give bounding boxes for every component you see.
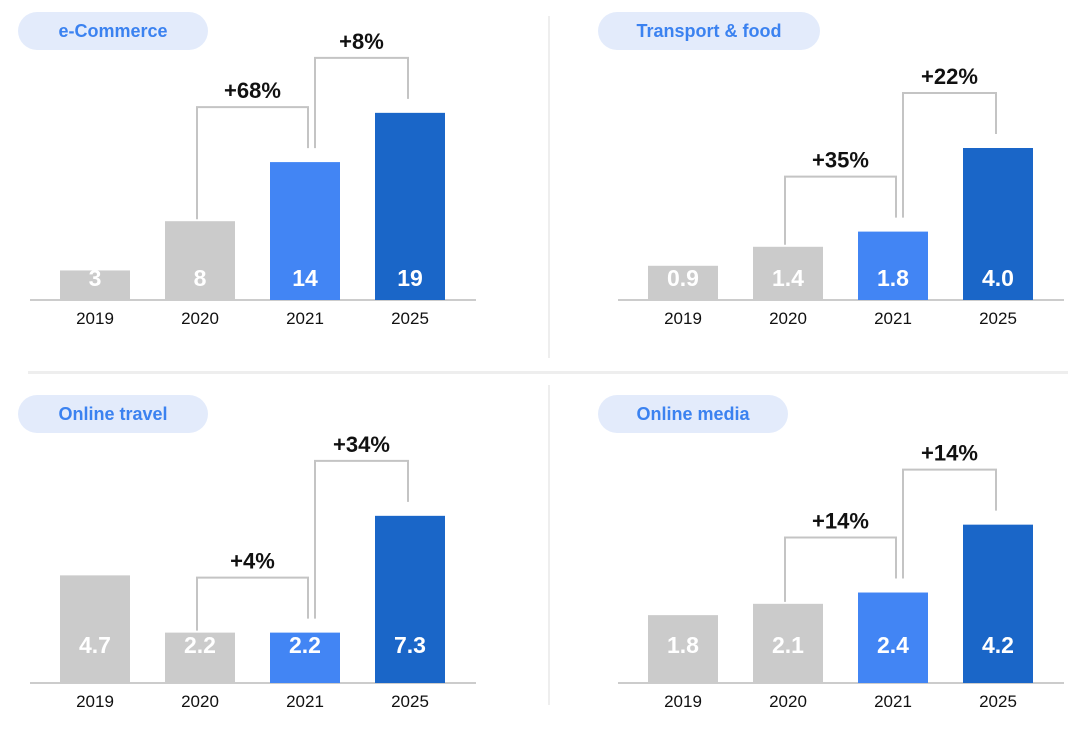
chart-title-pill: Online media	[598, 395, 788, 433]
bar-2019	[60, 270, 130, 300]
bar-value-label: 1.4	[772, 265, 804, 291]
bar-value-label: 19	[397, 265, 423, 291]
chart-title-pill: Online travel	[18, 395, 208, 433]
x-tick-label: 2019	[76, 692, 114, 711]
growth-bracket	[196, 576, 309, 631]
growth-bracket	[902, 92, 997, 218]
bar-chart: 4.7 2019 2.2 2020 2.2 2021 7.3 2025 +4% +34%	[30, 432, 476, 711]
x-tick-label: 2025	[391, 692, 429, 711]
bar-2025	[375, 112, 445, 300]
bar-2021	[270, 162, 340, 300]
bar-value-label: 0.9	[667, 265, 699, 291]
growth-bracket	[314, 56, 409, 149]
chart-title-pill: e-Commerce	[18, 12, 208, 50]
growth-label: +14%	[812, 509, 869, 534]
growth-label: +14%	[921, 441, 978, 466]
x-tick-label: 2021	[286, 692, 324, 711]
bar-value-label: 1.8	[667, 632, 699, 658]
bar-value-label: 3	[89, 265, 102, 291]
bar-2021	[270, 632, 340, 683]
bar-value-label: 8	[194, 265, 207, 291]
growth-label: +22%	[921, 64, 978, 89]
bar-value-label: 2.4	[877, 632, 909, 658]
chart-grid: e-Commerce 3 2019 8 2020 14 2021 19 2025 +68% +8% T…	[18, 12, 1068, 711]
bar-value-label: 14	[292, 265, 318, 291]
bar-chart: 3 2019 8 2020 14 2021 19 2025 +68% +8%	[30, 29, 476, 328]
x-tick-label: 2021	[286, 309, 324, 328]
bar-2019	[648, 615, 718, 683]
bar-2020	[753, 603, 823, 683]
x-tick-label: 2021	[874, 692, 912, 711]
growth-label: +68%	[224, 78, 281, 103]
bar-2020	[165, 632, 235, 683]
x-tick-label: 2025	[979, 692, 1017, 711]
bar-2021	[858, 592, 928, 683]
vertical-divider-top	[548, 16, 550, 358]
bar-value-label: 4.7	[79, 632, 111, 658]
bar-value-label: 7.3	[394, 632, 426, 658]
x-tick-label: 2020	[181, 692, 219, 711]
bar-2025	[375, 515, 445, 683]
bar-value-label: 4.0	[982, 265, 1014, 291]
growth-label: +34%	[333, 432, 390, 457]
x-tick-label: 2021	[874, 309, 912, 328]
bar-2020	[753, 246, 823, 300]
bar-2020	[165, 221, 235, 300]
chart-title-pill: Transport & food	[598, 12, 820, 50]
bar-2025	[963, 148, 1033, 300]
bar-value-label: 2.1	[772, 632, 804, 658]
x-tick-label: 2020	[769, 692, 807, 711]
bar-chart: 1.8 2019 2.1 2020 2.4 2021 4.2 2025 +14% +14%	[618, 441, 1064, 711]
horizontal-divider	[28, 371, 1068, 374]
vertical-divider-bottom	[548, 385, 550, 705]
x-tick-label: 2025	[391, 309, 429, 328]
growth-bracket	[196, 106, 309, 220]
x-tick-label: 2019	[76, 309, 114, 328]
growth-label: +8%	[339, 29, 384, 54]
bar-2019	[60, 575, 130, 683]
growth-bracket	[902, 468, 997, 579]
growth-bracket	[784, 175, 897, 245]
x-tick-label: 2020	[769, 309, 807, 328]
growth-bracket	[784, 536, 897, 602]
bar-chart: 0.9 2019 1.4 2020 1.8 2021 4.0 2025 +35% +22%	[618, 64, 1064, 328]
bar-value-label: 2.2	[184, 632, 216, 658]
x-tick-label: 2020	[181, 309, 219, 328]
x-tick-label: 2019	[664, 309, 702, 328]
bar-value-label: 2.2	[289, 632, 321, 658]
bar-2025	[963, 524, 1033, 683]
bar-value-label: 4.2	[982, 632, 1014, 658]
growth-label: +35%	[812, 148, 869, 173]
growth-label: +4%	[230, 549, 275, 574]
bar-2019	[648, 265, 718, 300]
growth-bracket	[314, 459, 409, 619]
bar-2021	[858, 231, 928, 300]
bar-value-label: 1.8	[877, 265, 909, 291]
x-tick-label: 2019	[664, 692, 702, 711]
x-tick-label: 2025	[979, 309, 1017, 328]
